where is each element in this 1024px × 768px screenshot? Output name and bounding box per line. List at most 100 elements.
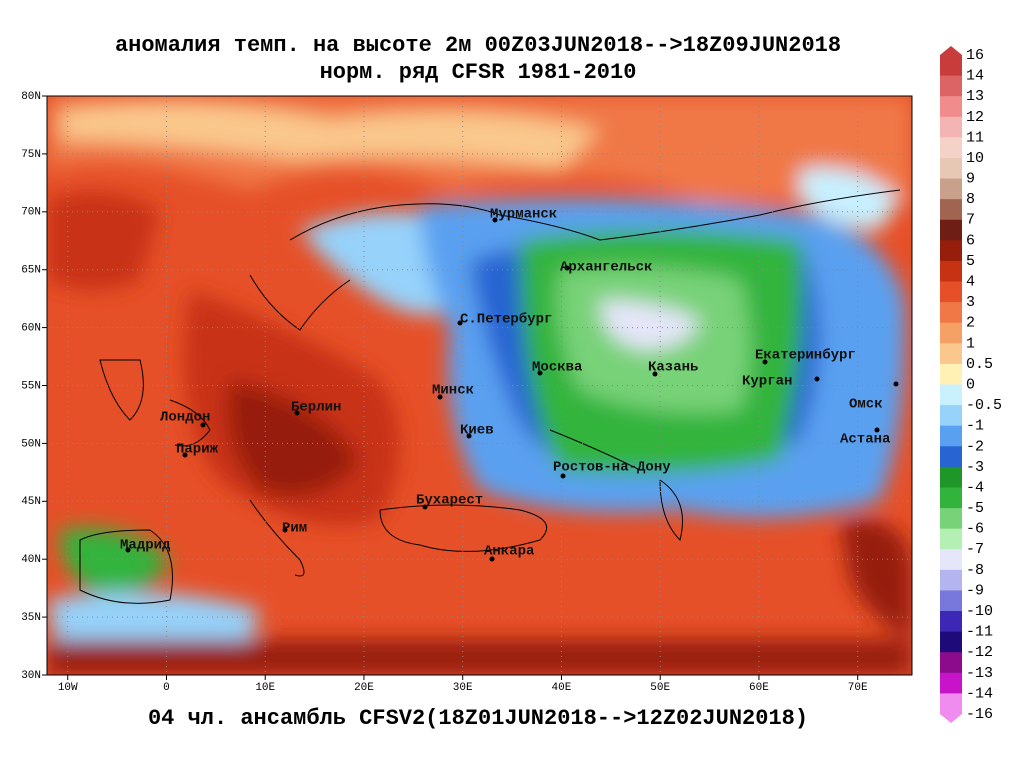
city-label: Анкара [484, 544, 535, 560]
city-label: Минск [432, 383, 474, 399]
y-tick-label: 45N [21, 496, 41, 508]
colorbar-swatch [940, 549, 962, 571]
city-dot [492, 217, 498, 223]
city-label: Лондон [160, 410, 210, 426]
city-label: Москва [532, 360, 583, 376]
city-layer: Мурманск Архангельск С.Петербург Москва Каза… [120, 207, 899, 562]
colorbar-label: -0.5 [966, 397, 1002, 414]
colorbar-swatch [940, 590, 962, 612]
colorbar-label: 4 [966, 274, 975, 291]
title-line: аномалия темп. на высоте 2м 00Z03JUN2018… [115, 33, 841, 58]
colorbar-label: 2 [966, 315, 975, 332]
x-tick-label: 0 [163, 682, 170, 694]
colorbar-swatch [940, 569, 962, 591]
colorbar-label: -11 [966, 624, 993, 641]
city-label: Париж [176, 442, 219, 458]
colorbar-swatch [940, 343, 962, 365]
colorbar-label: 16 [966, 47, 984, 64]
colorbar-swatch [940, 425, 962, 447]
colorbar-label: -9 [966, 582, 984, 599]
colorbar-swatch [940, 363, 962, 385]
colorbar-swatch [940, 466, 962, 488]
colorbar-swatch [940, 116, 962, 138]
city-dot [282, 527, 288, 533]
colorbar-swatch [940, 302, 962, 324]
y-tick-label: 40N [21, 554, 41, 566]
city-label: С.Петербург [460, 312, 552, 328]
colorbar-swatch [940, 631, 962, 653]
colorbar-label: 7 [966, 212, 975, 229]
city-label: Мурманск [490, 207, 557, 223]
y-tick-label: 65N [21, 265, 41, 277]
colorbar-label: 11 [966, 129, 984, 146]
city-dot [125, 547, 131, 553]
city-dot [466, 433, 472, 439]
map-field [47, 96, 912, 675]
city-dot [182, 452, 188, 458]
colorbar-swatch [940, 55, 962, 77]
city-dot [489, 556, 495, 562]
city-label: Бухарест [416, 493, 483, 509]
colorbar-label: -3 [966, 459, 984, 476]
city-dot [814, 376, 820, 382]
city-label: Берлин [291, 400, 341, 416]
city-label: Киев [460, 423, 494, 439]
colorbar-arrow [940, 714, 962, 723]
colorbar-label: -2 [966, 438, 984, 455]
y-tick-label: 55N [21, 380, 41, 392]
city-dot [422, 504, 428, 510]
city-dot [437, 394, 443, 400]
colorbar-swatch [940, 178, 962, 200]
colorbar-label: 9 [966, 171, 975, 188]
city-dot [200, 422, 206, 428]
colorbar-label: 3 [966, 294, 975, 311]
colorbar-swatch [940, 96, 962, 118]
city-label: Мадрид [120, 538, 171, 554]
colorbar-label: 6 [966, 232, 975, 249]
colorbar-label: -13 [966, 665, 993, 682]
colorbar-swatch [940, 672, 962, 694]
colorbar-label: -14 [966, 685, 993, 702]
colorbar-swatch [940, 528, 962, 550]
colorbar-label: 0 [966, 376, 975, 393]
city-label: Астана [840, 432, 891, 448]
colorbar-swatch [940, 281, 962, 303]
colorbar-swatch [940, 137, 962, 159]
x-tick-label: 30E [453, 682, 473, 694]
colorbar-swatch [940, 219, 962, 241]
y-tick-label: 35N [21, 612, 41, 624]
title-line: норм. ряд CFSR 1981-2010 [320, 60, 637, 85]
colorbar-swatch [940, 199, 962, 221]
x-tick-label: 40E [552, 682, 572, 694]
colorbar-swatch [940, 260, 962, 283]
city-label: Казань [648, 360, 698, 376]
colorbar-swatch [940, 75, 962, 97]
y-tick-label: 75N [21, 149, 41, 161]
x-tick-label: 60E [749, 682, 769, 694]
colorbar-swatch [940, 693, 962, 715]
city-dot [537, 370, 543, 376]
city-label: Курган [742, 374, 792, 390]
colorbar-label: -1 [966, 418, 984, 435]
colorbar-swatch [940, 508, 962, 530]
colorbar-label: 12 [966, 109, 984, 126]
city-dot [893, 381, 899, 387]
colorbar-label: 13 [966, 88, 984, 105]
city-dot [560, 473, 566, 479]
colorbar-label: 8 [966, 191, 975, 208]
y-tick-label: 50N [21, 438, 41, 450]
colorbar-swatch [940, 405, 962, 427]
city-dot [564, 265, 570, 271]
colorbar-label: 5 [966, 253, 975, 270]
city-dot [457, 320, 463, 326]
x-tick-label: 10W [58, 682, 78, 694]
colorbar-label: -12 [966, 644, 993, 661]
colorbar-label: -7 [966, 541, 984, 558]
colorbar-label: -4 [966, 479, 984, 496]
x-tick-label: 10E [255, 682, 275, 694]
x-tick-label: 70E [848, 682, 868, 694]
colorbar-arrow [940, 46, 962, 55]
city-label: Архангельск [560, 260, 652, 276]
y-tick-label: 30N [21, 670, 41, 682]
